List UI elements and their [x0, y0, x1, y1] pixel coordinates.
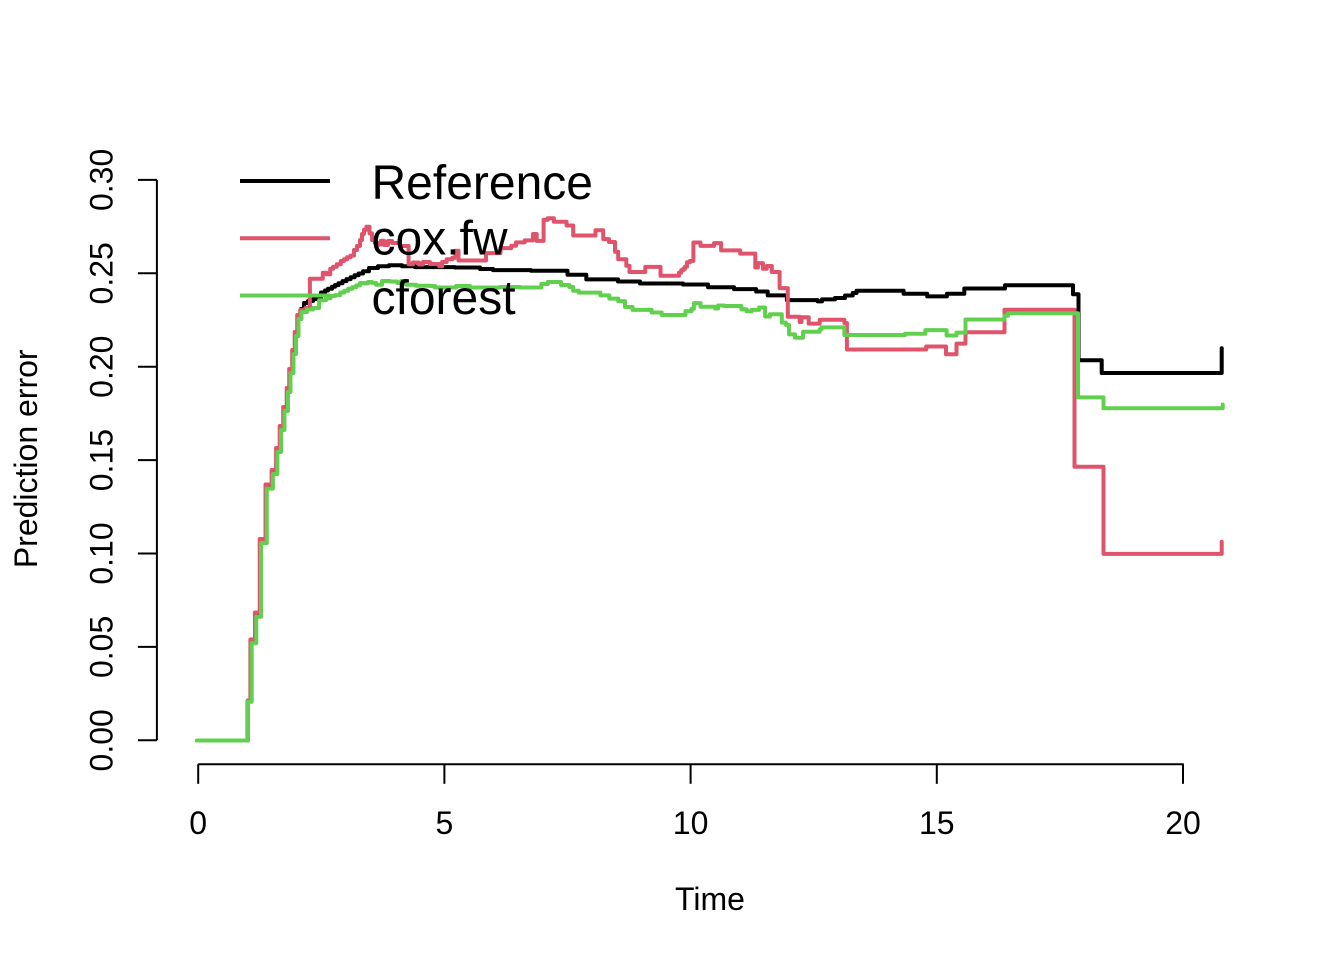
svg-text:0.10: 0.10 [84, 522, 120, 584]
svg-text:5: 5 [436, 805, 454, 841]
svg-text:15: 15 [919, 805, 955, 841]
svg-text:Reference: Reference [372, 157, 593, 210]
svg-text:cforest: cforest [372, 272, 516, 325]
svg-text:0.15: 0.15 [84, 429, 120, 491]
svg-text:Prediction error: Prediction error [8, 349, 44, 568]
svg-text:0.05: 0.05 [84, 616, 120, 678]
svg-text:0.30: 0.30 [84, 149, 120, 211]
svg-text:20: 20 [1165, 805, 1201, 841]
svg-text:10: 10 [673, 805, 709, 841]
svg-text:cox.fw: cox.fw [372, 213, 508, 266]
svg-text:Time: Time [675, 881, 745, 917]
svg-text:0.25: 0.25 [84, 242, 120, 304]
svg-text:0.20: 0.20 [84, 336, 120, 398]
svg-text:0.00: 0.00 [84, 709, 120, 771]
svg-text:0: 0 [189, 805, 207, 841]
